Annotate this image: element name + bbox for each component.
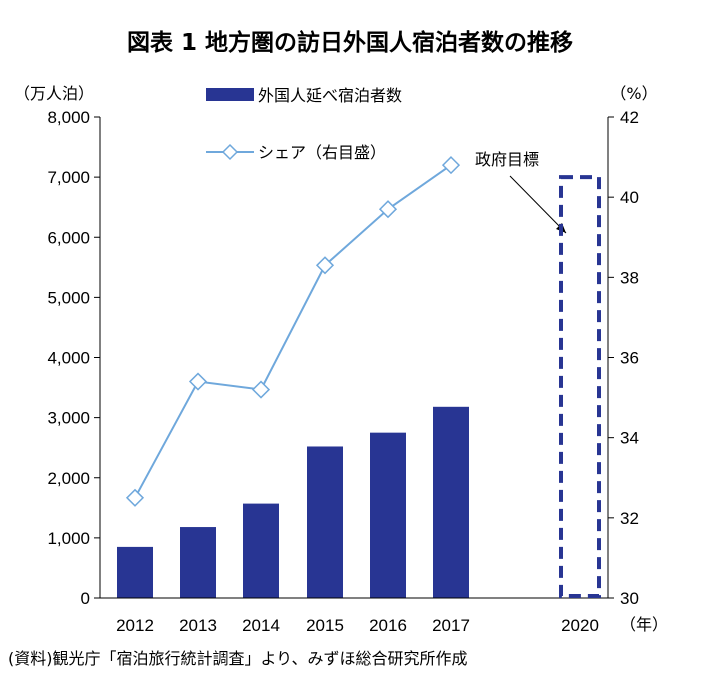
legend-bar-swatch <box>206 88 254 101</box>
chart-title: 図表 1 地方圏の訪日外国人宿泊者数の推移 <box>127 29 573 56</box>
x-tick-label: 2015 <box>306 616 344 635</box>
share-point <box>125 488 145 507</box>
left-tick-label: 6,000 <box>47 228 90 247</box>
x-tick-label: 2014 <box>242 616 280 635</box>
share-line <box>134 164 452 499</box>
legend-diamond-icon <box>221 143 239 161</box>
left-tick-label: 1,000 <box>47 529 90 548</box>
legend: 外国人延べ宿泊者数 シェア（右目盛） <box>206 86 402 162</box>
left-tick-label: 7,000 <box>47 168 90 187</box>
right-tick-label: 38 <box>620 268 639 287</box>
share-point <box>251 380 271 399</box>
target-arrow-line <box>509 175 567 234</box>
left-axis-unit: （万人泊） <box>14 84 94 103</box>
share-point <box>378 200 398 219</box>
left-tick-label: 3,000 <box>47 409 90 428</box>
right-axis-unit: （%） <box>610 84 657 103</box>
legend-line-label: シェア（右目盛） <box>258 143 386 162</box>
right-tick-label: 42 <box>620 108 639 127</box>
source-note: (資料)観光庁「宿泊旅行統計調査」より、みずほ総合研究所作成 <box>8 649 468 668</box>
target-bar <box>559 175 601 598</box>
left-axis: 0 1,000 2,000 3,000 4,000 5,000 6,000 7,000 8,00… <box>47 108 100 608</box>
right-tick-label: 30 <box>620 589 639 608</box>
line-series <box>125 156 461 507</box>
right-axis: 30 32 34 36 38 40 42 <box>608 108 639 608</box>
x-tick-label: 2012 <box>116 616 154 635</box>
bar-series <box>117 406 469 598</box>
legend-bar-label: 外国人延べ宿泊者数 <box>258 86 402 105</box>
right-tick-label: 40 <box>620 188 639 207</box>
bar <box>117 546 153 598</box>
bar <box>243 503 279 598</box>
x-axis-unit: （年） <box>620 615 668 634</box>
right-tick-label: 32 <box>620 509 639 528</box>
right-tick-label: 36 <box>620 349 639 368</box>
bar <box>433 406 469 598</box>
target-label: 政府目標 <box>475 150 539 169</box>
x-tick-label: 2017 <box>432 616 470 635</box>
left-tick-label: 8,000 <box>47 108 90 127</box>
share-point <box>441 156 461 175</box>
left-tick-label: 0 <box>81 589 90 608</box>
x-tick-label: 2016 <box>369 616 407 635</box>
bar <box>370 432 406 598</box>
left-tick-label: 4,000 <box>47 349 90 368</box>
x-axis: 2012 2013 2014 2015 2016 2017 2020 <box>116 616 599 635</box>
share-point <box>315 256 335 275</box>
government-target: 政府目標 <box>475 150 601 598</box>
left-tick-label: 2,000 <box>47 469 90 488</box>
left-tick-label: 5,000 <box>47 288 90 307</box>
share-point <box>188 372 208 391</box>
x-tick-label: 2013 <box>179 616 217 635</box>
bar <box>307 446 343 598</box>
x-tick-label: 2020 <box>561 616 599 635</box>
right-tick-label: 34 <box>620 429 639 448</box>
bar <box>180 527 216 598</box>
